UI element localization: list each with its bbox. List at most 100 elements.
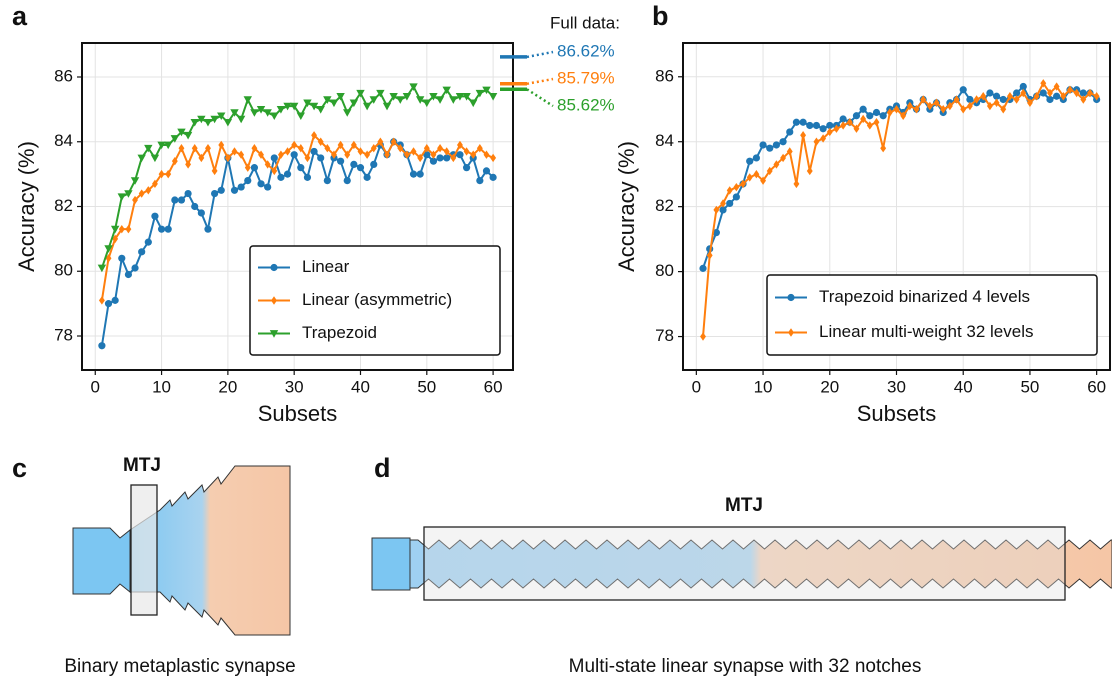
data-point bbox=[960, 105, 967, 114]
data-point bbox=[792, 118, 801, 126]
x-tick-label: 40 bbox=[954, 377, 973, 396]
data-point bbox=[1039, 89, 1047, 97]
legend-marker bbox=[269, 330, 279, 338]
data-point bbox=[1053, 92, 1061, 100]
data-point bbox=[753, 169, 760, 179]
data-point bbox=[177, 196, 186, 204]
x-tick-label: 10 bbox=[152, 377, 171, 396]
data-point bbox=[463, 147, 470, 156]
data-point bbox=[833, 124, 840, 133]
data-point bbox=[138, 189, 145, 198]
data-point bbox=[277, 150, 284, 159]
data-point bbox=[732, 193, 740, 201]
data-point bbox=[244, 176, 252, 185]
data-point bbox=[429, 93, 438, 101]
data-point bbox=[422, 99, 431, 108]
x-tick-label: 50 bbox=[417, 377, 436, 396]
data-point bbox=[986, 101, 993, 111]
data-point bbox=[350, 160, 358, 169]
data-point bbox=[475, 89, 485, 98]
data-point bbox=[772, 141, 781, 149]
data-point bbox=[171, 156, 178, 166]
data-point bbox=[806, 121, 814, 130]
data-point bbox=[117, 193, 126, 201]
data-point bbox=[370, 144, 377, 153]
data-point bbox=[264, 160, 271, 169]
data-point bbox=[369, 96, 378, 104]
data-point bbox=[331, 150, 337, 159]
data-point bbox=[105, 254, 112, 263]
data-point bbox=[866, 121, 873, 130]
panel-label: a bbox=[12, 1, 28, 31]
data-point bbox=[323, 176, 331, 185]
data-point bbox=[210, 115, 219, 124]
y-tick-label: 84 bbox=[655, 131, 674, 150]
data-point bbox=[276, 106, 286, 114]
data-point bbox=[872, 108, 881, 117]
x-tick-label: 0 bbox=[692, 377, 701, 396]
data-point bbox=[197, 115, 206, 124]
y-tick-label: 82 bbox=[655, 196, 674, 215]
data-point bbox=[170, 135, 180, 143]
data-point bbox=[415, 96, 425, 104]
caption: Multi-state linear synapse with 32 notch… bbox=[569, 656, 922, 677]
mtj-label: MTJ bbox=[123, 455, 161, 476]
data-point bbox=[104, 300, 113, 308]
data-point bbox=[223, 118, 233, 127]
data-point bbox=[866, 112, 874, 120]
data-point bbox=[920, 95, 927, 104]
data-point bbox=[490, 153, 497, 163]
data-point bbox=[1040, 79, 1047, 88]
data-point bbox=[323, 96, 332, 104]
data-point bbox=[1047, 88, 1053, 98]
data-point bbox=[940, 105, 947, 114]
data-point bbox=[390, 137, 397, 146]
data-point bbox=[236, 115, 246, 124]
data-point bbox=[396, 96, 405, 104]
data-point bbox=[111, 296, 119, 304]
data-point bbox=[720, 199, 726, 208]
data-point bbox=[410, 147, 417, 156]
x-tick-label: 10 bbox=[754, 377, 773, 396]
legend-marker bbox=[271, 296, 277, 305]
data-point bbox=[779, 138, 787, 146]
legend-label: Linear (asymmetric) bbox=[302, 290, 452, 309]
data-point bbox=[926, 101, 933, 111]
diagram-d: d MTJ Multi-state linear synapse with 32… bbox=[371, 453, 1112, 677]
data-point bbox=[813, 137, 820, 146]
data-point bbox=[283, 102, 292, 111]
data-point bbox=[443, 154, 451, 162]
data-point bbox=[203, 118, 213, 127]
data-point bbox=[190, 118, 199, 127]
data-point bbox=[826, 127, 833, 137]
data-point bbox=[191, 144, 198, 153]
legend-box bbox=[249, 245, 501, 356]
x-tick-label: 30 bbox=[887, 377, 906, 396]
data-point bbox=[1020, 88, 1027, 98]
data-point bbox=[879, 112, 887, 120]
data-point bbox=[476, 144, 483, 153]
data-point bbox=[376, 89, 385, 98]
data-point bbox=[150, 154, 160, 163]
data-point bbox=[462, 93, 471, 101]
data-point bbox=[483, 150, 490, 159]
mtj-box bbox=[130, 484, 158, 616]
data-point bbox=[980, 92, 987, 101]
data-point bbox=[476, 176, 484, 185]
data-point bbox=[993, 98, 1000, 107]
blue-electrode bbox=[371, 537, 411, 591]
data-point bbox=[1026, 98, 1033, 107]
data-point bbox=[130, 177, 140, 185]
x-tick-label: 40 bbox=[351, 377, 370, 396]
data-point bbox=[437, 144, 444, 153]
data-point bbox=[853, 124, 860, 133]
data-point bbox=[157, 141, 166, 150]
y-tick-label: 80 bbox=[54, 261, 73, 280]
data-point bbox=[417, 153, 424, 163]
data-point bbox=[409, 170, 418, 178]
y-tick-label: 78 bbox=[655, 326, 674, 345]
y-tick-label: 86 bbox=[54, 66, 73, 85]
data-point bbox=[230, 186, 239, 194]
data-point bbox=[450, 153, 457, 163]
data-point bbox=[726, 186, 733, 195]
